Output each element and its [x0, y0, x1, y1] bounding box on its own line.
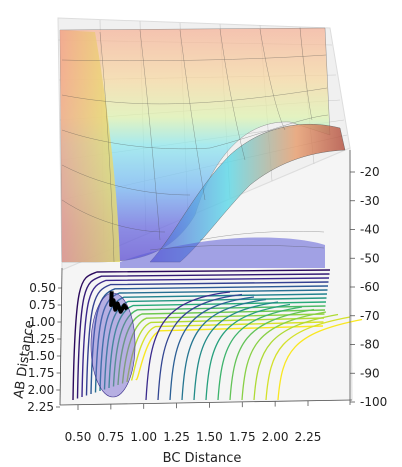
y-tick-label: 2.25 [27, 400, 54, 414]
contour-line [90, 285, 329, 395]
surface-left-wall [60, 30, 120, 262]
contour-line [265, 316, 351, 401]
contour-line [76, 273, 330, 399]
x-axis-line [59, 399, 353, 406]
z-tick-label: -60 [360, 280, 380, 294]
z-tick-label: -80 [360, 338, 380, 352]
z-tick-label: -30 [360, 194, 380, 208]
z-tick-label: -20 [360, 165, 380, 179]
y-tick-label: 1.50 [28, 349, 55, 363]
contour-line [121, 313, 325, 384]
x-tick-label: 0.50 [65, 430, 92, 444]
contour-line [205, 303, 291, 401]
contour-line [229, 308, 315, 401]
z-tick-label: -40 [360, 223, 380, 237]
contour-line [94, 289, 328, 393]
x-tick-label: 1.00 [130, 430, 157, 444]
contour-line [112, 305, 326, 387]
z-tick-label: -100 [360, 395, 387, 409]
x-tick-label: 1.75 [229, 430, 256, 444]
x-tick-label: 1.50 [196, 430, 223, 444]
x-tick-label: 2.25 [295, 430, 322, 444]
surface-ridge [149, 124, 346, 263]
energy-surface [59, 27, 346, 268]
y-tick-label: 0.50 [29, 281, 56, 295]
y-tick-label: 1.25 [28, 332, 55, 346]
contour-line [81, 277, 330, 398]
y-tick-label: 1.75 [28, 366, 55, 380]
contour-line [181, 298, 267, 401]
surface-lower-terrace [120, 237, 325, 268]
contour-line [157, 293, 243, 401]
z-axis-ticks: -20 -30 -40 -50 -60 -70 -80 -90 -100 [350, 165, 387, 409]
contour-line [85, 281, 329, 396]
y-axis-ticks: 0.50 0.75 1.00 1.25 1.50 1.75 2.00 2.25 [27, 281, 62, 414]
contour-line [117, 309, 326, 386]
contour-line [277, 318, 363, 401]
contour-line [130, 321, 324, 381]
x-axis-ticks: 0.50 0.75 1.00 1.25 1.50 1.75 2.00 2.25 [65, 401, 322, 444]
contour-line [217, 306, 303, 401]
reactant-well [90, 292, 136, 398]
z-tick-label: -90 [360, 366, 380, 380]
trajectory-line [109, 291, 129, 314]
contour-floor [72, 269, 363, 401]
z-tick-label: -50 [360, 251, 380, 265]
contour-line [241, 311, 327, 401]
contour-line [72, 269, 331, 401]
y-tick-label: 2.00 [28, 383, 55, 397]
contour-line [108, 301, 327, 389]
x-axis-label: BC Distance [163, 451, 242, 466]
y-tick-label: 0.75 [29, 298, 56, 312]
x-tick-label: 2.00 [262, 430, 289, 444]
contour-line [103, 297, 327, 390]
y-axis-line [59, 267, 63, 406]
y-tick-label: 1.00 [29, 315, 56, 329]
x-tick-label: 0.75 [97, 430, 124, 444]
contour-line [253, 313, 339, 401]
contour-line [169, 296, 255, 401]
x-tick-label: 1.25 [163, 430, 190, 444]
contour-line [135, 325, 324, 380]
contour-line [193, 301, 279, 401]
contour-line [145, 291, 231, 401]
z-tick-label: -70 [360, 309, 380, 323]
